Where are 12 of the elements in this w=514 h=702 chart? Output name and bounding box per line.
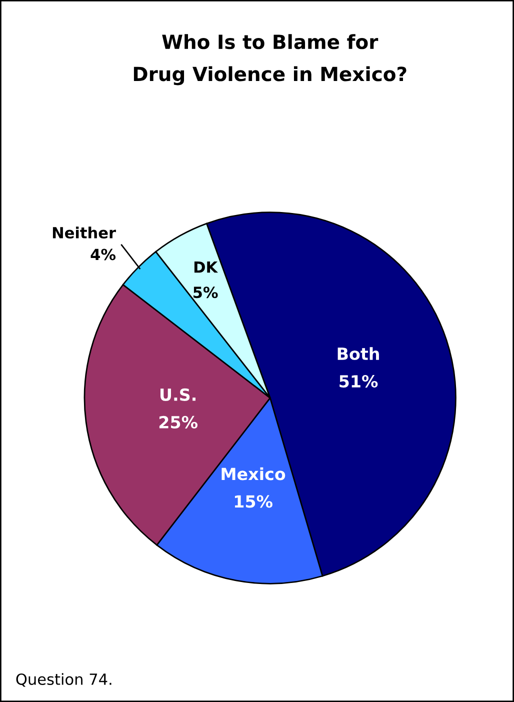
slice-label: U.S. [160,388,196,401]
slice-label: DK [194,262,218,273]
data-label: 51% [340,374,378,388]
data-label: 5% [194,286,218,298]
data-label: 4% [90,248,116,260]
data-label: 25% [159,416,198,429]
text: Question 74. [16,673,112,687]
chart-title: Who Is to Blame for Drug Violence in Mexico? [134,34,406,86]
slice-label: Both [338,347,379,360]
data-label: 15% [234,495,272,508]
slice-label: Neither [52,226,116,238]
slice-label: Mexico [222,467,286,480]
